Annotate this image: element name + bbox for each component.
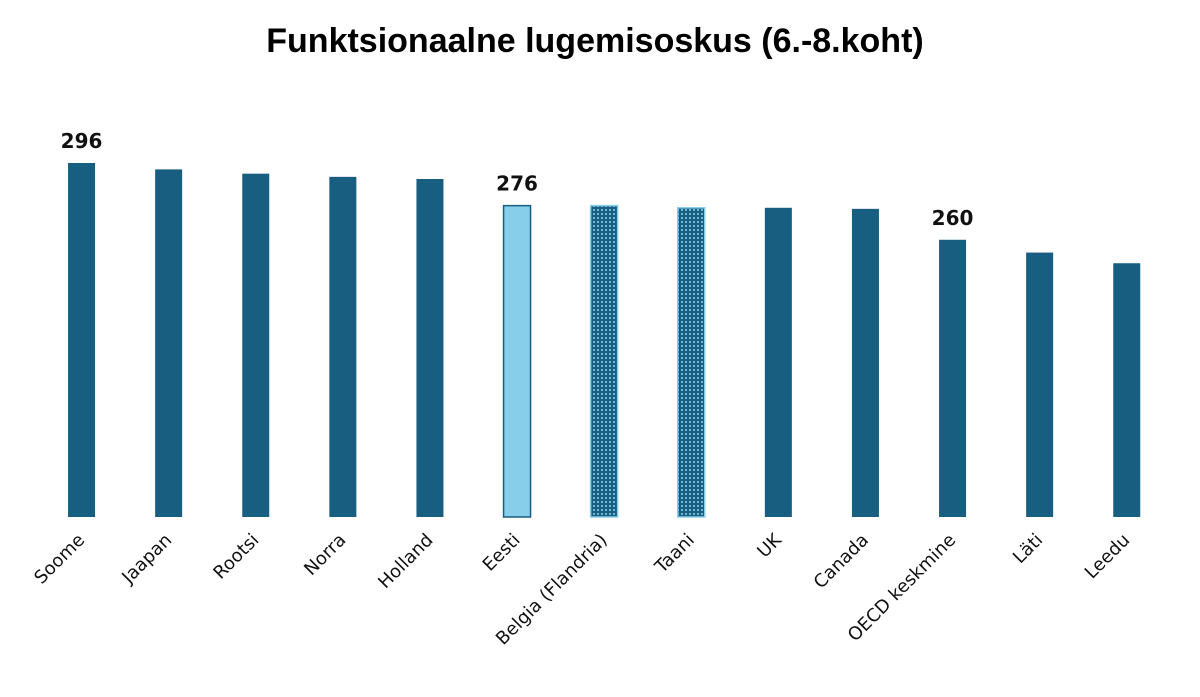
x-tick-label-3: Rootsi [209,530,263,584]
x-tick-label-9: UK [753,529,786,562]
bar-13 [1113,263,1141,517]
bar-11 [939,239,967,517]
x-tick-label-1: Soome [30,530,89,589]
bar-10 [851,208,879,517]
x-tick-label-6: Eesti [479,530,525,576]
bar-12 [1026,252,1054,517]
bar-3 [242,173,270,517]
bar-4 [329,176,357,517]
bar-2 [155,169,183,517]
x-tick-label-12: Läti [1009,530,1047,568]
x-tick-label-13: Leedu [1081,530,1135,584]
bar-8 [677,207,706,518]
x-tick-label-8: Taani [650,530,698,578]
bar-1 [68,163,96,517]
bar-9 [764,207,792,517]
x-tick-label-5: Holland [374,530,437,593]
data-label-11: 260 [932,206,974,230]
bar-6 [502,204,532,518]
bars-layer [68,163,1141,518]
data-label-1: 296 [61,129,103,153]
data-labels-layer: 296 276 260 [61,129,974,230]
x-tick-labels-layer: Soome Jaapan Rootsi Norra Holland EestiBelgia… [30,529,1134,650]
bar-5 [416,178,444,518]
x-tick-label-4: Norra [300,530,350,580]
data-label-6: 276 [496,172,538,196]
x-tick-label-10: Canada [810,530,873,593]
chart-title: Funktsionaalne lugemisoskus (6.-8.koht) [266,22,924,60]
x-tick-label-2: Jaapan [117,530,176,589]
bar-7 [589,204,619,518]
